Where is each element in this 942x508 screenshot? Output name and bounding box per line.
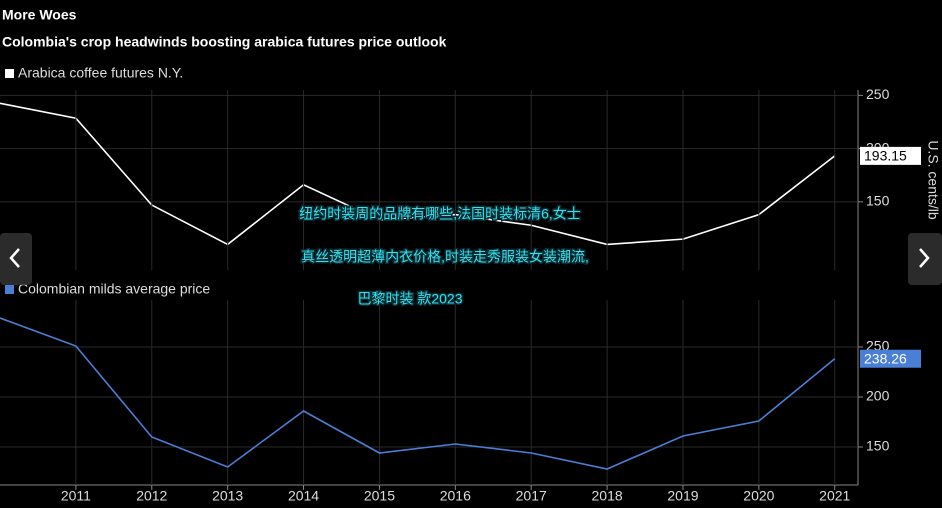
x-tick-label: 2012: [136, 488, 167, 504]
legend-swatch: [5, 69, 14, 78]
value-label: 238.26: [864, 350, 907, 366]
overlay-text: 纽约时装周的品牌有哪些,法国时装标清6,女士: [299, 206, 581, 222]
x-tick-label: 2013: [212, 488, 243, 504]
value-label: 193.15: [864, 148, 907, 164]
next-button[interactable]: [908, 233, 942, 285]
prev-button[interactable]: [0, 233, 32, 285]
value-label-box: [860, 349, 921, 368]
legend-label: Colombian milds average price: [18, 281, 210, 297]
x-tick-label: 2014: [288, 488, 319, 504]
x-tick-label: 2015: [364, 488, 395, 504]
x-tick-label: 2011: [61, 488, 91, 504]
chart-subtitle: Colombia's crop headwinds boosting arabi…: [2, 34, 447, 50]
prev-arrow: [9, 248, 20, 268]
y-tick-label: 150: [866, 438, 890, 454]
chart-title: More Woes: [2, 7, 77, 23]
overlay-text: 真丝透明超薄内衣价格,时装走秀服装女装潮流,: [301, 249, 589, 265]
x-tick-label: 2020: [743, 488, 774, 504]
x-tick-label: 2021: [819, 488, 850, 504]
legend-label: Arabica coffee futures N.Y.: [18, 65, 183, 81]
data-line: [0, 317, 836, 470]
value-label-box: [860, 146, 921, 165]
x-tick-label: 2017: [516, 488, 547, 504]
y-axis-label: U.S. cents/lb: [925, 140, 941, 220]
y-tick-label: 150: [866, 193, 890, 209]
y-tick-label: 200: [866, 388, 890, 404]
overlay-text: 巴黎时装 款2023: [357, 291, 462, 307]
x-tick-label: 2018: [592, 488, 623, 504]
x-tick-label: 2016: [440, 488, 471, 504]
next-arrow: [919, 248, 930, 268]
legend-swatch: [5, 285, 14, 294]
y-tick-label: 250: [866, 338, 890, 354]
data-line: [0, 102, 836, 246]
y-tick-label: 250: [866, 86, 890, 102]
x-tick-label: 2019: [667, 488, 698, 504]
